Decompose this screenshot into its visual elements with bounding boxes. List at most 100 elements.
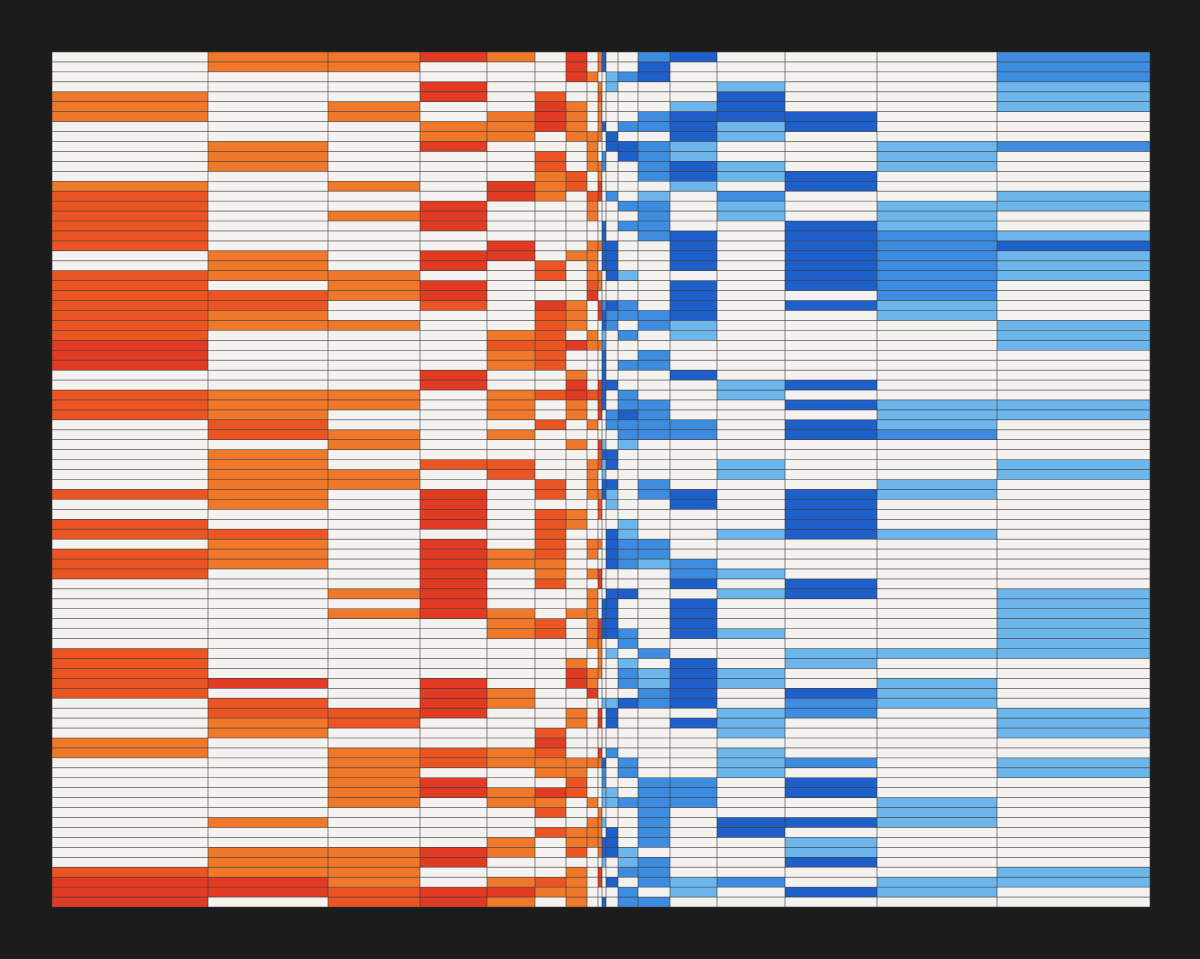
color-stripe	[618, 71, 638, 82]
color-stripe	[598, 638, 602, 649]
color-stripe	[52, 340, 208, 371]
color-stripe	[997, 141, 1150, 152]
rule-lines	[51, 51, 1151, 908]
color-stripe	[618, 270, 638, 281]
color-stripe	[717, 588, 785, 599]
color-stripe	[602, 837, 606, 848]
color-stripe	[587, 459, 598, 470]
color-stripe	[598, 757, 602, 768]
color-stripe	[535, 300, 566, 311]
color-stripe	[717, 81, 785, 92]
color-stripe	[638, 648, 670, 659]
color-stripe	[602, 757, 606, 768]
color-stripe	[328, 588, 420, 599]
color-stripe	[208, 539, 328, 569]
color-stripe	[602, 449, 606, 460]
color-stripe	[535, 330, 566, 341]
color-stripe	[670, 101, 717, 112]
color-stripe	[487, 877, 535, 888]
color-stripe	[606, 380, 618, 391]
color-stripe	[598, 240, 602, 251]
color-stripe	[618, 559, 638, 569]
color-stripe	[535, 887, 566, 898]
color-stripe	[208, 847, 328, 878]
color-stripe	[638, 559, 670, 569]
color-stripe	[785, 300, 877, 311]
color-stripe	[602, 340, 606, 351]
color-stripe	[587, 797, 598, 808]
color-stripe	[618, 330, 638, 341]
color-stripe	[535, 737, 566, 748]
color-stripe	[877, 290, 997, 301]
color-stripe	[566, 767, 587, 778]
color-stripe	[566, 757, 587, 768]
color-stripe	[606, 240, 618, 251]
color-stripe	[638, 897, 670, 907]
color-stripe	[535, 877, 566, 888]
color-stripe	[420, 221, 487, 231]
color-stripe	[535, 578, 566, 589]
color-stripe	[52, 91, 208, 122]
color-stripe	[566, 101, 587, 112]
color-stripe	[602, 847, 606, 858]
color-stripe	[670, 598, 717, 609]
color-stripe	[877, 797, 997, 828]
color-stripe	[877, 399, 997, 430]
color-stripe	[670, 181, 717, 192]
color-stripe	[670, 777, 717, 788]
color-stripe	[717, 191, 785, 202]
color-stripe	[997, 230, 1150, 241]
color-stripe	[598, 161, 602, 172]
color-stripe	[598, 837, 602, 848]
color-stripe	[618, 797, 638, 808]
color-stripe	[618, 698, 638, 709]
color-stripe	[587, 837, 598, 848]
color-stripe	[420, 52, 487, 62]
color-stripe	[52, 390, 208, 420]
color-stripe	[717, 728, 785, 738]
color-stripe	[618, 409, 638, 420]
color-stripe	[606, 479, 618, 490]
color-stripe	[566, 111, 587, 122]
color-stripe	[587, 757, 598, 768]
color-stripe	[606, 559, 618, 569]
color-stripe	[208, 469, 328, 480]
color-stripe	[670, 718, 717, 729]
color-stripe	[606, 300, 618, 311]
color-stripe	[638, 141, 670, 152]
color-stripe	[587, 489, 598, 500]
color-stripe	[420, 81, 487, 92]
color-stripe	[420, 201, 487, 212]
color-stripe	[717, 628, 785, 639]
color-stripe	[598, 489, 602, 500]
color-stripe	[670, 578, 717, 589]
color-stripe	[598, 91, 602, 102]
color-stripe	[487, 887, 535, 898]
color-stripe	[566, 608, 587, 619]
color-stripe	[602, 857, 606, 868]
color-stripe	[487, 52, 535, 62]
color-stripe	[785, 887, 877, 898]
color-stripe	[52, 270, 208, 301]
color-stripe	[638, 191, 670, 202]
color-stripe	[997, 320, 1150, 351]
color-stripe	[566, 250, 587, 261]
color-stripe	[328, 290, 420, 301]
color-stripe	[602, 330, 606, 341]
color-stripe	[606, 747, 618, 758]
color-stripe	[420, 211, 487, 222]
color-stripe	[208, 817, 328, 828]
color-stripe	[602, 698, 606, 709]
color-stripe	[420, 141, 487, 152]
color-stripe	[587, 191, 598, 202]
color-stripe	[602, 260, 606, 271]
color-stripe	[606, 718, 618, 729]
color-stripe	[52, 867, 208, 878]
color-stripe	[587, 419, 598, 430]
color-stripe	[587, 280, 598, 291]
color-stripe	[618, 588, 638, 599]
color-stripe	[606, 648, 618, 659]
color-stripe	[208, 141, 328, 172]
color-stripe	[877, 141, 997, 152]
